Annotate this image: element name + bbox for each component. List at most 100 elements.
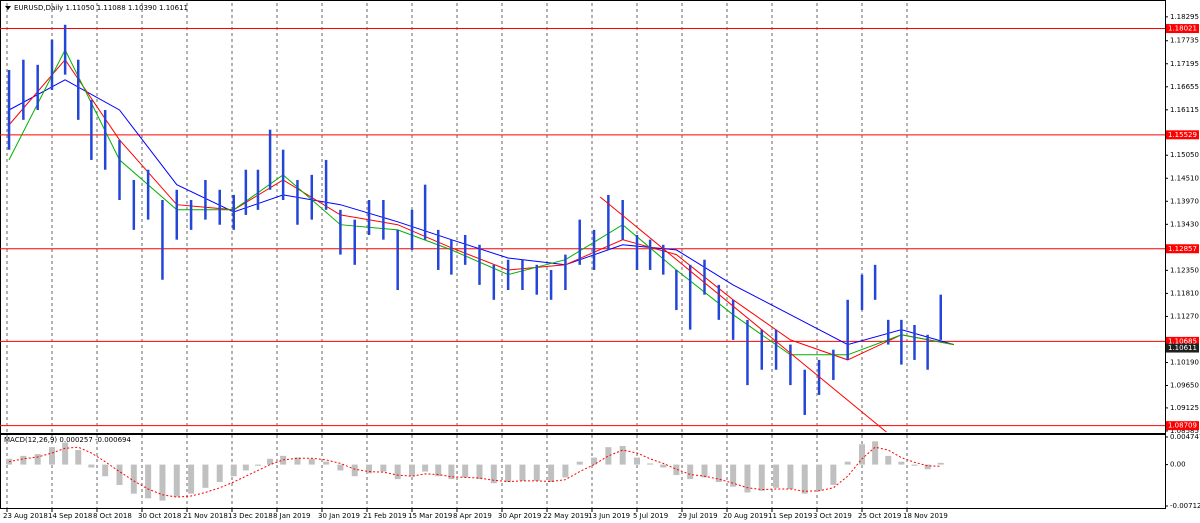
y-tick-label: 1.13970 bbox=[1170, 197, 1199, 205]
x-tick-label: 25 Oct 2019 bbox=[858, 512, 901, 520]
macd-bar bbox=[758, 464, 765, 491]
x-tick-label: 29 Jul 2019 bbox=[678, 512, 718, 520]
x-tick-label: 5 Jul 2019 bbox=[633, 512, 668, 520]
y-tick-label: 1.08585 bbox=[1170, 427, 1199, 435]
level-label-box bbox=[1166, 336, 1199, 346]
price-plot bbox=[0, 24, 1165, 433]
macd-bar bbox=[267, 458, 274, 465]
macd-bar bbox=[173, 464, 180, 497]
macd-bar bbox=[202, 464, 209, 488]
macd-bar bbox=[773, 464, 780, 488]
y-tick-label: 1.18295 bbox=[1170, 13, 1199, 21]
macd-bar bbox=[872, 441, 879, 465]
signal-line bbox=[8, 446, 941, 498]
x-tick-label: 14 Sep 2018 bbox=[48, 512, 92, 520]
macd-bar bbox=[490, 464, 497, 484]
macd-bar bbox=[462, 464, 469, 478]
macd-bar bbox=[102, 464, 109, 477]
macd-bar bbox=[801, 464, 808, 494]
macd-bar bbox=[673, 464, 680, 476]
y-tick-label: 1.14510 bbox=[1170, 174, 1199, 182]
macd-bar bbox=[448, 464, 455, 480]
macd-bar bbox=[254, 464, 261, 466]
x-tick-label: 23 Aug 2018 bbox=[3, 512, 48, 520]
macd-bar bbox=[562, 464, 569, 478]
axes: 23 Aug 2018 14 Sep 2018 8 Oct 2018 30 Oct 2… bbox=[3, 13, 1200, 520]
macd-bar bbox=[351, 464, 358, 477]
macd-bar bbox=[294, 457, 301, 465]
x-tick-label: 15 Mar 2019 bbox=[408, 512, 452, 520]
macd-bar bbox=[380, 464, 387, 472]
x-tick-label: 8 Oct 2018 bbox=[93, 512, 132, 520]
macd-bar bbox=[619, 445, 626, 465]
macd-bar bbox=[937, 462, 944, 465]
trendline bbox=[599, 196, 887, 433]
macd-bar bbox=[591, 457, 598, 465]
y-tick-label: 0.004747 bbox=[1170, 433, 1200, 441]
macd-bar bbox=[75, 450, 82, 465]
macd-bar bbox=[911, 464, 918, 466]
level-label: 1.10685 bbox=[1168, 337, 1197, 345]
level-label-box bbox=[1166, 421, 1199, 431]
macd-bar bbox=[647, 463, 654, 465]
macd-bar bbox=[548, 464, 555, 483]
macd-bar bbox=[230, 464, 237, 477]
macd-bar bbox=[130, 464, 137, 494]
x-tick-label: 8 Apr 2019 bbox=[453, 512, 492, 520]
macd-panel bbox=[0, 434, 1166, 509]
level-label: 1.15529 bbox=[1168, 131, 1197, 139]
macd-bar bbox=[924, 464, 931, 470]
current-price-box bbox=[1166, 343, 1199, 353]
x-tick-label: 21 Nov 2018 bbox=[183, 512, 228, 520]
macd-bar bbox=[337, 464, 344, 471]
x-tick-label: 18 Nov 2019 bbox=[903, 512, 948, 520]
y-tick-label: 1.12350 bbox=[1170, 266, 1199, 274]
x-tick-label: 11 Sep 2019 bbox=[768, 512, 812, 520]
macd-bar bbox=[505, 464, 512, 483]
y-tick-label: 1.16655 bbox=[1170, 83, 1199, 91]
macd-bar bbox=[188, 464, 195, 494]
level-label: 1.08709 bbox=[1168, 422, 1197, 430]
level-label: 1.12857 bbox=[1168, 245, 1197, 253]
y-tick-label: -0.007123 bbox=[1170, 502, 1200, 510]
macd-bar bbox=[88, 464, 95, 468]
macd-bar bbox=[409, 464, 415, 477]
macd-bar bbox=[787, 464, 794, 490]
y-tick-label: 1.11270 bbox=[1170, 312, 1199, 320]
macd-bar bbox=[844, 461, 851, 465]
x-tick-label: 13 Dec 2018 bbox=[228, 512, 273, 520]
x-tick-label: 22 May 2019 bbox=[543, 512, 589, 520]
macd-bar bbox=[605, 447, 612, 465]
y-tick-label: 1.11810 bbox=[1170, 289, 1199, 297]
macd-bar bbox=[634, 457, 640, 465]
y-tick-label: 1.17735 bbox=[1170, 37, 1199, 45]
macd-bar bbox=[308, 458, 315, 465]
y-tick-label: 0.00 bbox=[1170, 461, 1186, 469]
y-tick-label: 1.15050 bbox=[1170, 151, 1199, 159]
macd-bar bbox=[366, 464, 373, 474]
x-tick-label: 30 Jan 2019 bbox=[318, 512, 360, 520]
x-tick-label: 21 Feb 2019 bbox=[363, 512, 407, 520]
macd-bar bbox=[435, 464, 442, 477]
macd-bar bbox=[20, 455, 27, 465]
x-tick-label: 8 Jan 2019 bbox=[273, 512, 311, 520]
macd-bar bbox=[701, 464, 708, 478]
macd-bar bbox=[476, 464, 483, 480]
level-label: 1.18021 bbox=[1168, 25, 1197, 33]
x-tick-label: 3 Oct 2019 bbox=[813, 512, 852, 520]
x-tick-label: 20 Aug 2019 bbox=[723, 512, 768, 520]
y-tick-label: 1.13430 bbox=[1170, 220, 1199, 228]
macd-bar bbox=[898, 461, 905, 465]
macd-bar bbox=[216, 464, 223, 483]
macd-bar bbox=[34, 454, 41, 465]
y-tick-label: 1.09650 bbox=[1170, 382, 1199, 390]
macd-bar bbox=[715, 464, 722, 483]
macd-bar bbox=[730, 464, 737, 487]
macd-bar bbox=[242, 464, 249, 471]
y-tick-label: 1.16115 bbox=[1170, 106, 1199, 114]
x-tick-label: 30 Apr 2019 bbox=[498, 512, 541, 520]
macd-bar bbox=[816, 464, 823, 491]
macd-title: MACD(12,26,9) 0.000257 -0.000694 bbox=[4, 436, 131, 444]
macd-bar bbox=[533, 464, 540, 481]
macd-bar bbox=[830, 464, 837, 485]
